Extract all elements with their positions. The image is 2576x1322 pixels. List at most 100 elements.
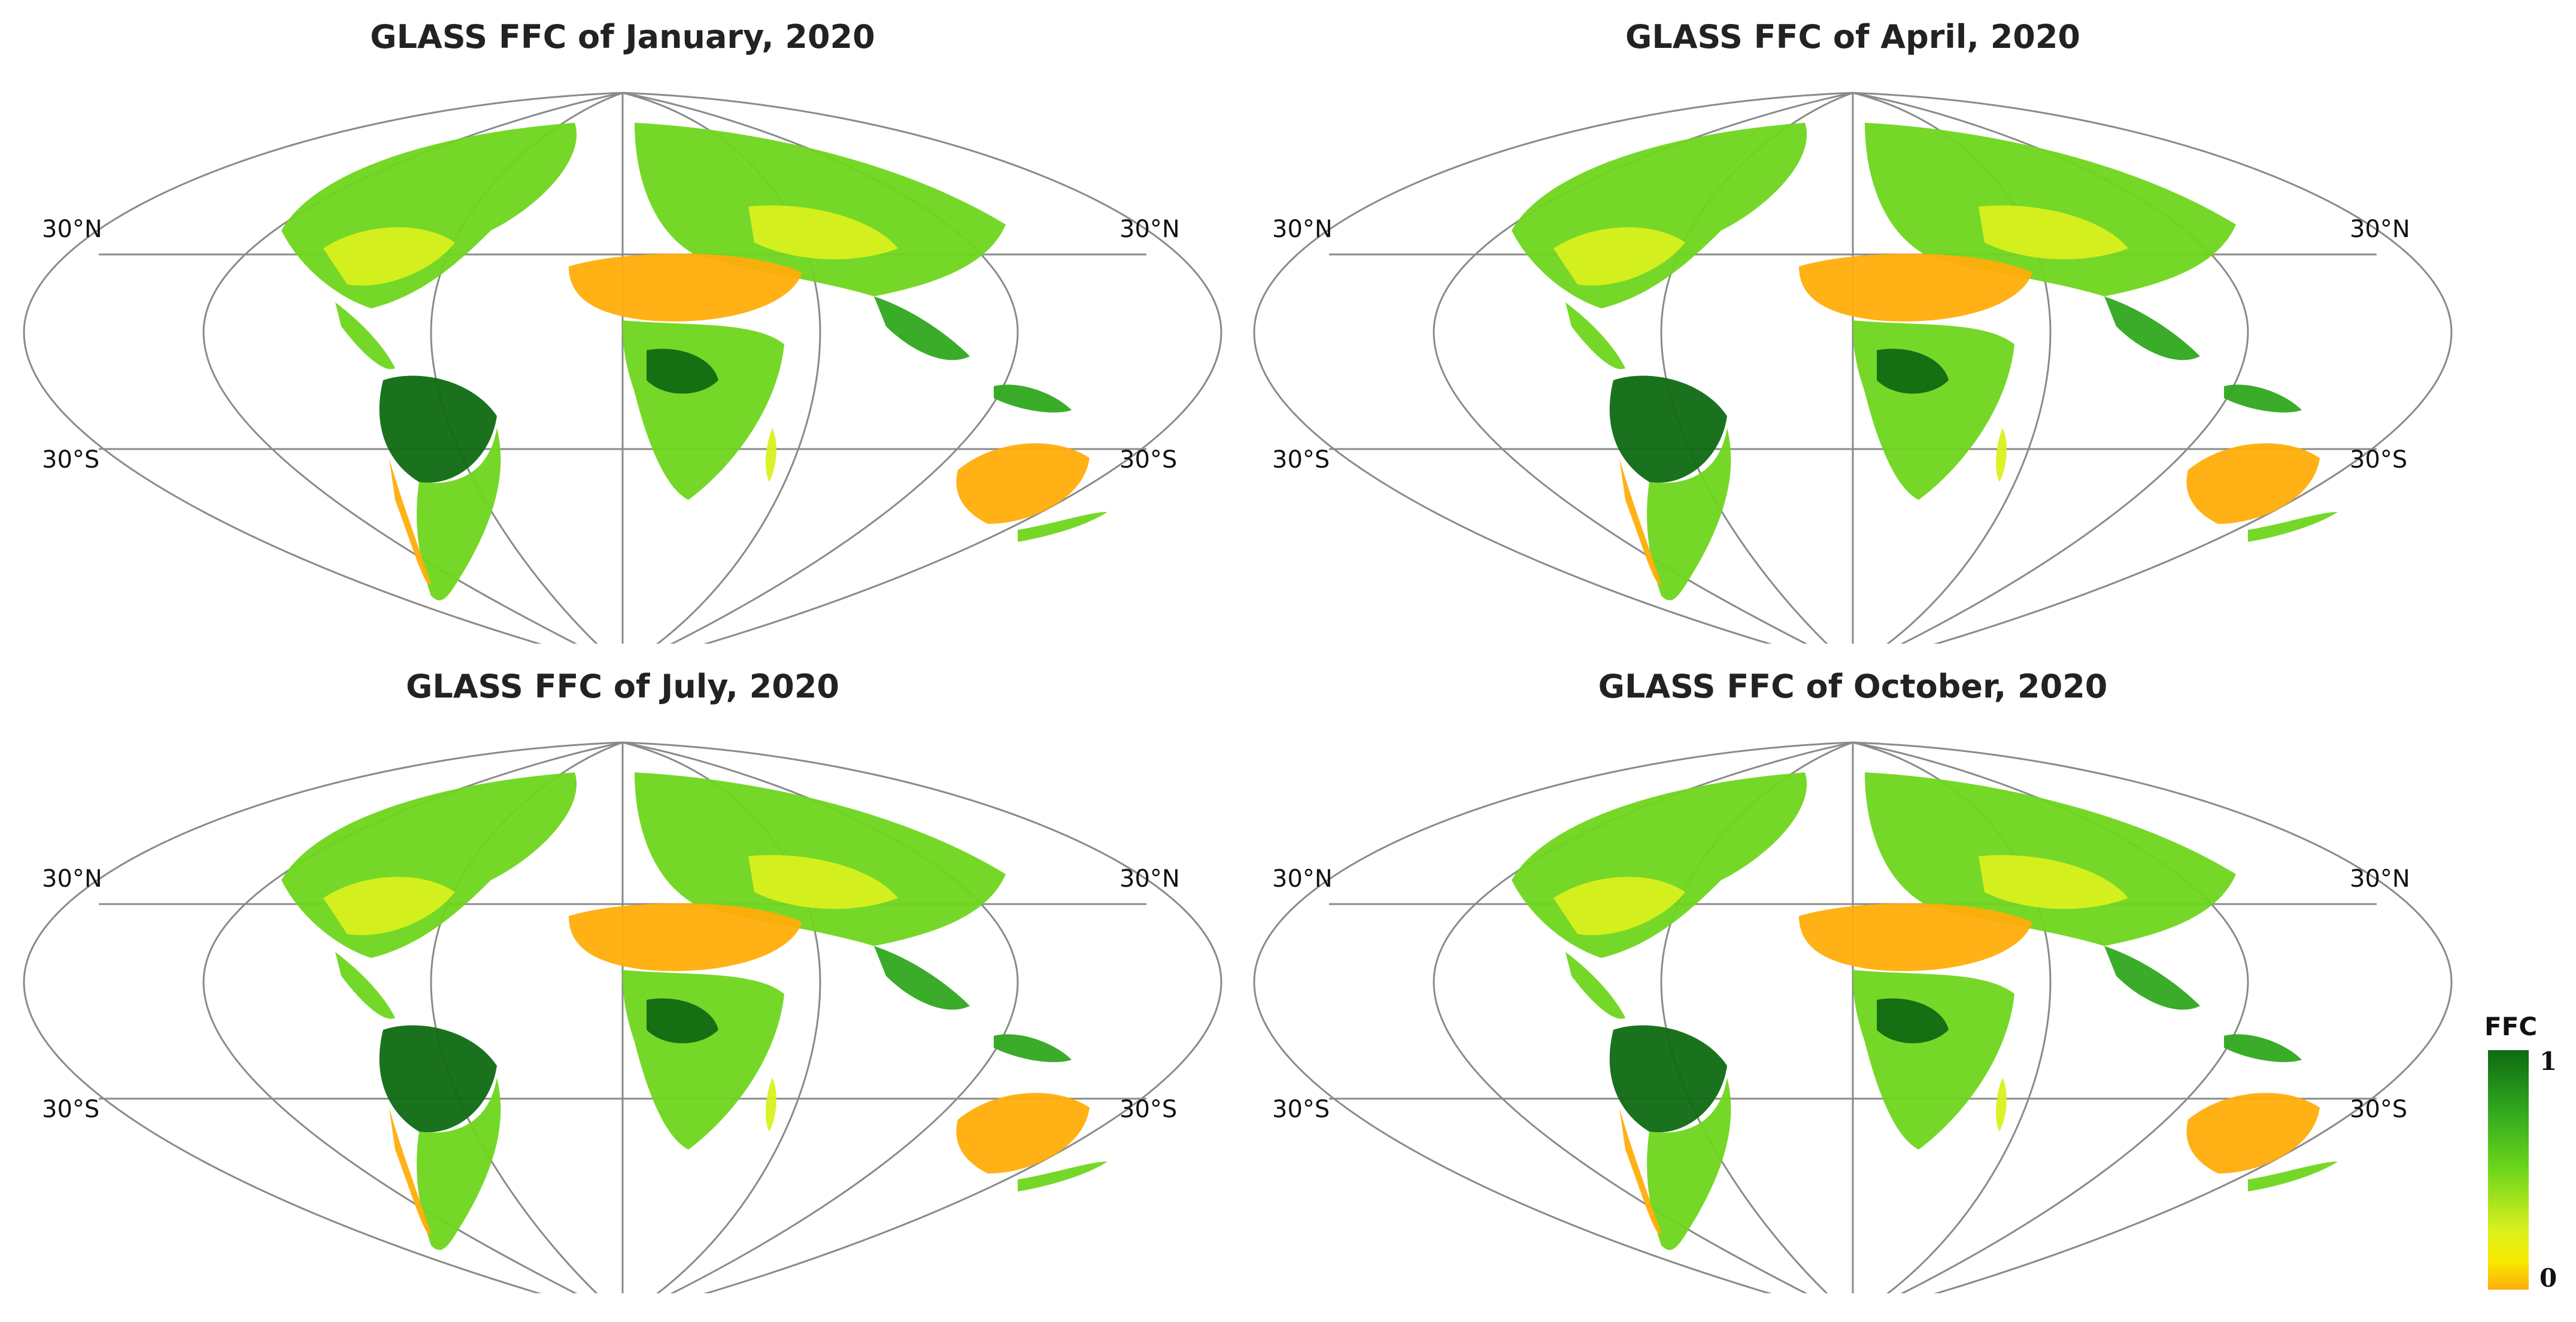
north-america <box>1512 772 1807 958</box>
lat-label-30n-right: 30°N <box>1119 865 1180 893</box>
madagascar <box>765 428 776 482</box>
lat-label-30n-right: 30°N <box>2350 865 2410 893</box>
map-boundary <box>23 92 1222 644</box>
lat-label-30s-left: 30°S <box>42 1096 100 1123</box>
map-title: GLASS FFC of October, 2020 <box>1598 668 2108 705</box>
map-title: GLASS FFC of July, 2020 <box>406 668 839 705</box>
legend-max-label: 1 <box>2539 1047 2557 1076</box>
madagascar <box>1995 1078 2007 1132</box>
legend-color-bar <box>2488 1050 2529 1290</box>
eurasia <box>635 772 1006 946</box>
south-america <box>417 428 501 601</box>
australia-coast <box>2248 512 2338 542</box>
map-title: GLASS FFC of April, 2020 <box>1625 18 2080 56</box>
meridian-line <box>1852 92 2249 644</box>
lat-label-30s-right: 30°S <box>1119 1096 1178 1123</box>
southeast-asia <box>2104 296 2200 360</box>
australia-coast <box>1018 512 1108 542</box>
world-map <box>23 741 1222 1293</box>
world-map <box>1253 92 2453 644</box>
australia <box>956 443 1090 524</box>
map-graticule <box>1253 92 2453 644</box>
map-panel-january: GLASS FFC of January, 2020 30°N 30°N 30°… <box>0 0 1245 653</box>
world-map <box>1253 741 2453 1293</box>
africa-forest <box>647 998 718 1044</box>
lat-label-30s-right: 30°S <box>2350 1096 2408 1123</box>
lat-label-30n-left: 30°N <box>1272 865 1333 893</box>
indonesia <box>2224 1034 2302 1062</box>
central-america <box>1565 952 1625 1019</box>
central-america <box>335 952 395 1019</box>
map-panel-july: GLASS FFC of July, 2020 30°N 30°N 30°S 3… <box>0 650 1245 1302</box>
map-graticule <box>23 92 1222 644</box>
color-legend: FFC 1 0 <box>2484 1012 2568 1299</box>
map-boundary <box>23 741 1222 1293</box>
asia-arid <box>748 855 898 909</box>
asia-arid <box>1979 205 2128 260</box>
lat-label-30n-right: 30°N <box>2350 216 2410 243</box>
southeast-asia <box>874 296 970 360</box>
map-graticule <box>1253 741 2453 1293</box>
central-america <box>1565 302 1625 369</box>
map-panel-april: GLASS FFC of April, 2020 30°N 30°N 30°S … <box>1230 0 2475 653</box>
madagascar <box>765 1078 776 1132</box>
land-masses <box>281 123 1108 601</box>
lat-label-30s-left: 30°S <box>1272 446 1330 474</box>
sahara <box>1799 903 2032 971</box>
madagascar <box>1995 428 2007 482</box>
legend-title: FFC <box>2484 1012 2538 1041</box>
lat-label-30n-left: 30°N <box>42 865 102 893</box>
map-graticule <box>23 741 1222 1293</box>
north-america <box>281 123 577 308</box>
land-masses <box>1512 772 2338 1250</box>
africa-forest <box>1877 348 1949 394</box>
eurasia <box>1865 772 2236 946</box>
north-america-arid <box>1554 227 1685 286</box>
asia-arid <box>1979 855 2128 909</box>
lat-label-30n-left: 30°N <box>1272 216 1333 243</box>
legend-min-label: 0 <box>2539 1263 2557 1293</box>
indonesia <box>994 384 1072 413</box>
meridian-line <box>622 741 1019 1293</box>
world-map <box>23 92 1222 644</box>
africa <box>623 970 784 1150</box>
south-america-forest <box>1609 1025 1727 1133</box>
meridian-line <box>622 92 1019 644</box>
central-america <box>335 302 395 369</box>
north-america <box>1512 123 1807 308</box>
eurasia <box>635 123 1006 296</box>
asia-arid <box>748 205 898 260</box>
north-america-arid <box>323 227 455 286</box>
meridian-line <box>1852 741 2249 1293</box>
land-masses <box>281 772 1108 1250</box>
africa-forest <box>647 348 718 394</box>
southeast-asia <box>874 946 970 1010</box>
australia-coast <box>2248 1162 2338 1191</box>
map-panel-october: GLASS FFC of October, 2020 30°N 30°N 30°… <box>1230 650 2475 1302</box>
sahara <box>569 903 802 971</box>
southeast-asia <box>2104 946 2200 1010</box>
sahara <box>1799 253 2032 322</box>
north-america-arid <box>1554 877 1685 935</box>
africa <box>1853 970 2014 1150</box>
south-america-dry <box>1619 1108 1661 1234</box>
map-title: GLASS FFC of January, 2020 <box>370 18 875 56</box>
south-america <box>1647 1078 1731 1250</box>
africa-forest <box>1877 998 1949 1044</box>
north-america <box>281 772 577 958</box>
land-masses <box>1512 123 2338 601</box>
africa <box>623 320 784 500</box>
map-boundary <box>1253 741 2453 1293</box>
australia-coast <box>1018 1162 1108 1191</box>
south-america <box>417 1078 501 1250</box>
lat-label-30n-left: 30°N <box>42 216 102 243</box>
lat-label-30s-right: 30°S <box>1119 446 1178 474</box>
south-america-dry <box>389 458 431 584</box>
sahara <box>569 253 802 322</box>
lat-label-30n-right: 30°N <box>1119 216 1180 243</box>
lat-label-30s-right: 30°S <box>2350 446 2408 474</box>
south-america-dry <box>389 1108 431 1234</box>
south-america-forest <box>379 1025 497 1133</box>
south-america-dry <box>1619 458 1661 584</box>
south-america-forest <box>379 375 497 483</box>
